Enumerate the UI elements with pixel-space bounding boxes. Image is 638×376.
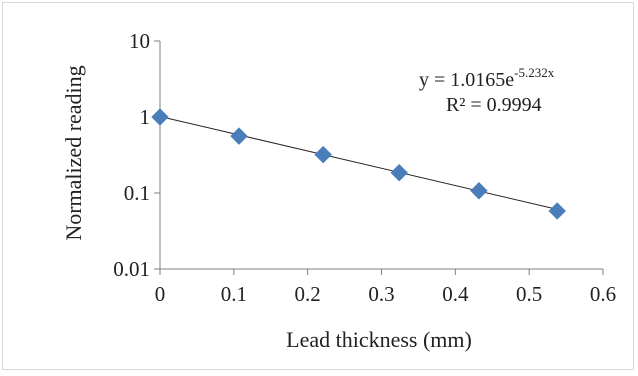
x-tick-label: 0.2 (295, 282, 321, 306)
x-tick-label: 0.5 (516, 282, 542, 306)
y-tick-labels: 0.01 0.1 1 10 (113, 29, 150, 281)
data-points (151, 108, 566, 220)
trendline (159, 115, 558, 210)
data-point (390, 163, 408, 182)
x-tick-labels: 0 0.1 0.2 0.3 0.4 0.5 0.6 (155, 282, 616, 306)
x-tick-label: 0.3 (368, 282, 394, 306)
chart-frame: 0 0.1 0.2 0.3 0.4 0.5 0.6 0.01 0.1 1 10 Lead thic… (2, 2, 634, 370)
r-squared-label: R² = 0.9994 (446, 94, 542, 116)
data-point (470, 182, 488, 200)
y-tick-label: 0.1 (124, 181, 150, 205)
trendline-group (159, 115, 558, 210)
trendline-equation-exponent: -5.232x (514, 65, 555, 80)
trendline-equation-base: y = 1.0165e (419, 69, 514, 91)
data-point (314, 145, 332, 164)
y-tick-label: 10 (129, 29, 150, 53)
y-axis-title: Normalized reading (61, 65, 86, 240)
x-tick-label: 0.6 (590, 282, 616, 306)
axes (154, 40, 604, 275)
x-tick-label: 0.1 (221, 282, 247, 306)
x-tick-label: 0.4 (442, 282, 469, 306)
x-axis-title: Lead thickness (mm) (286, 327, 472, 352)
trendline-equation: y = 1.0165e-5.232x (419, 65, 555, 91)
data-point (548, 202, 566, 220)
chart: 0 0.1 0.2 0.3 0.4 0.5 0.6 0.01 0.1 1 10 Lead thic… (61, 29, 616, 352)
x-tick-label: 0 (155, 282, 166, 306)
y-tick-label: 0.01 (113, 257, 150, 281)
data-point (151, 108, 169, 126)
y-tick-label: 1 (140, 105, 151, 129)
data-point (230, 127, 248, 145)
